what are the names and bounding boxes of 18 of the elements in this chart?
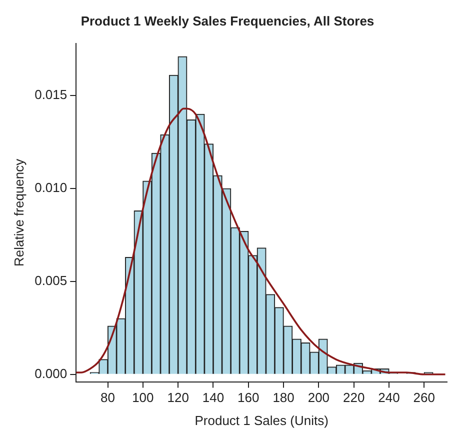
x-tick-label: 140 [202,390,224,406]
x-axis-title: Product 1 Sales (Units) [194,412,328,428]
x-tick-label: 260 [413,390,435,406]
x-tick-label: 240 [378,390,400,406]
x-tick-label: 200 [308,390,330,406]
x-tick-label: 180 [272,390,294,406]
x-tick-label: 160 [238,390,260,406]
x-tick-label: 120 [167,390,189,406]
y-tick-label: 0.000 [34,366,68,381]
line-series [76,108,446,376]
x-tick-label: 220 [342,390,365,406]
chart-title: Product 1 Weekly Sales Frequencies, All Stores [80,13,374,28]
x-tick-label: 100 [132,390,154,406]
x-tick-label: 80 [100,390,116,406]
y-tick-label: 0.005 [34,273,68,288]
y-axis-title: Relative frequency [11,158,26,267]
y-tick-label: 0.015 [34,87,68,102]
y-tick-label: 0.010 [34,180,68,196]
